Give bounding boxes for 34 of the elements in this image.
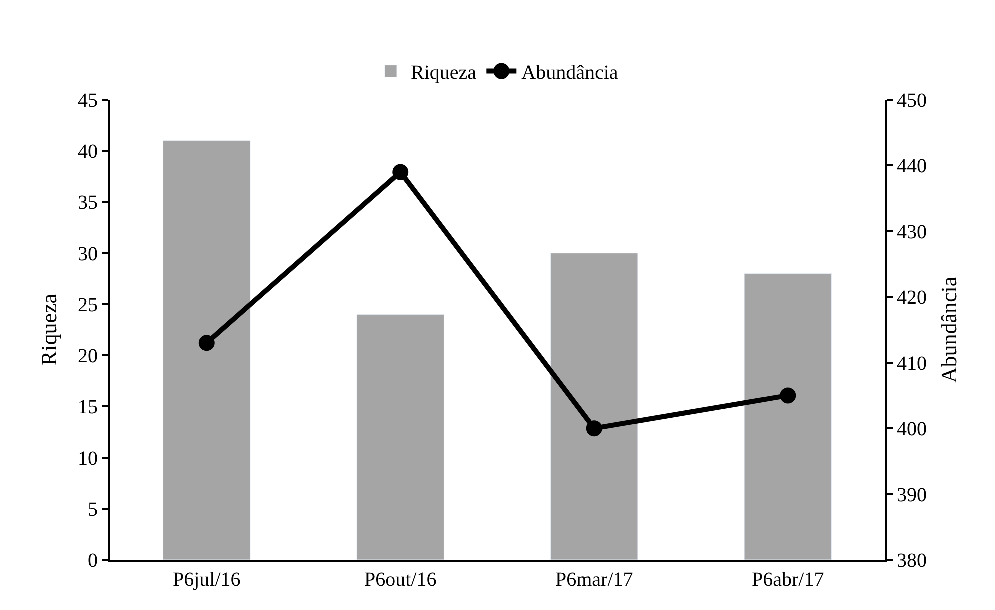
y2-tick-label: 450 <box>897 90 927 112</box>
y2-tick-label: 400 <box>897 418 927 441</box>
y-tick-label: 30 <box>78 243 98 266</box>
bar <box>356 314 444 560</box>
y-tick-label: 45 <box>78 90 98 112</box>
legend-label: Riqueza <box>411 62 477 84</box>
y-tick-label: 35 <box>78 192 98 214</box>
bar <box>744 274 832 560</box>
bar <box>550 253 638 560</box>
y2-tick-label: 430 <box>897 221 927 244</box>
y-tick-label: 5 <box>88 498 98 521</box>
x-tick-label: P6abr/17 <box>752 569 824 591</box>
point <box>198 335 215 352</box>
y-tick-label: 25 <box>78 294 98 316</box>
bar <box>163 140 251 560</box>
y2-axis-title: Abundância <box>936 276 962 384</box>
x-tick-label: P6mar/17 <box>555 569 634 591</box>
y-tick-label: 0 <box>88 550 98 572</box>
point <box>586 420 602 437</box>
point <box>392 164 409 180</box>
y2-tick-label: 410 <box>897 352 927 375</box>
y2-tick-label: 420 <box>897 287 927 310</box>
y-axis-title: Riqueza <box>36 294 62 366</box>
y-tick-label: 15 <box>78 396 98 419</box>
legend-label: Abundância <box>522 62 618 84</box>
y2-tick-label: 440 <box>897 156 927 178</box>
y-tick-label: 40 <box>78 141 98 164</box>
y2-tick-label: 380 <box>897 550 927 572</box>
y-tick-label: 10 <box>78 448 98 470</box>
y-tick-label: 20 <box>78 346 98 368</box>
point <box>780 388 796 404</box>
y2-tick-label: 390 <box>897 484 927 506</box>
x-tick-label: P6jul/16 <box>172 569 241 591</box>
x-tick-label: P6out/16 <box>364 569 437 591</box>
